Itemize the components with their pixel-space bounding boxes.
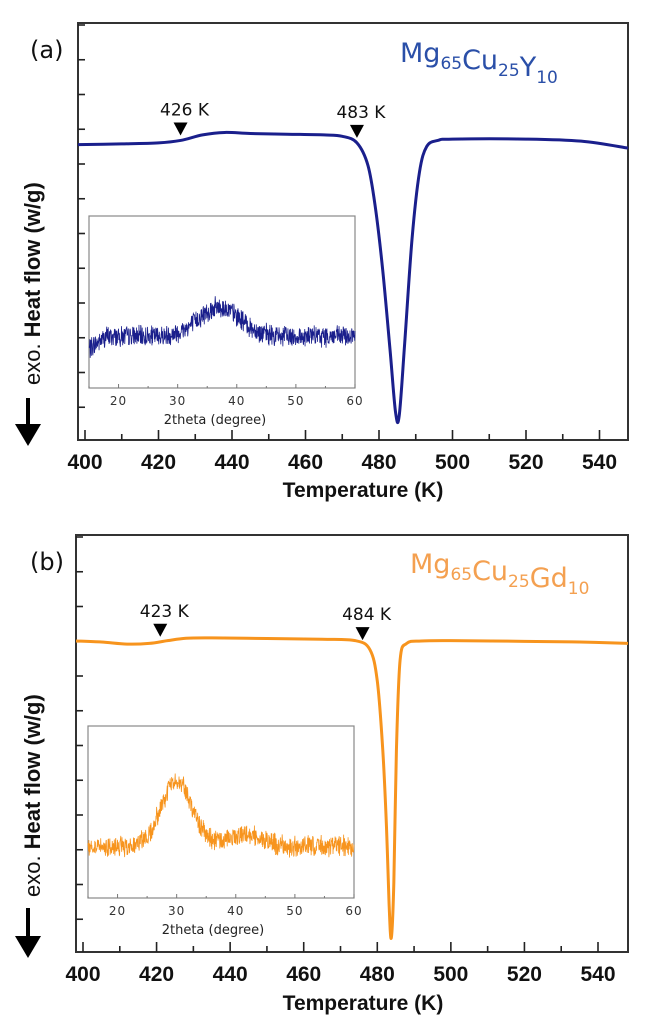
x-tick-label: 520 [508, 451, 543, 474]
element-symbol: Y [519, 52, 537, 83]
y-ticks [76, 536, 83, 921]
x-axis-label: Temperature (K) [283, 992, 444, 1015]
y-axis-label: exo. Heat flow (w/g) [20, 182, 45, 385]
subscript: 25 [498, 61, 520, 81]
down-triangle-marker-icon [355, 627, 370, 641]
subscript: 25 [508, 572, 530, 592]
transition-temperature-label: 423 K [140, 602, 190, 622]
transition-temperature-label: 484 K [342, 605, 392, 625]
plot-frame [77, 22, 629, 441]
inset-x-tick-label: 40 [228, 394, 245, 408]
subscript: 65 [450, 565, 472, 585]
annotations: 423 K 484 K [140, 602, 392, 641]
transition-temperature-label: 426 K [160, 100, 210, 120]
subscript: 10 [568, 579, 590, 599]
x-tick-label: 400 [65, 963, 100, 986]
x-ticks [82, 942, 599, 952]
inset-x-tick-label: 60 [345, 904, 362, 918]
dsc-curve [77, 130, 629, 425]
inset-x-tick-label: 50 [287, 394, 304, 408]
panel-a: (a) 400 420 440 460 480 500 520 540 Temperature… [15, 22, 629, 502]
inset-x-tick-label: 30 [169, 394, 186, 408]
inset-x-tick-label: 20 [109, 904, 126, 918]
x-tick-label: 440 [214, 451, 249, 474]
svg-text:exo.Heat flow (w/g): exo. Heat flow (w/g) [20, 182, 45, 385]
inset-frame [88, 215, 356, 389]
element-symbol: Mg [400, 38, 440, 69]
inset-x-tick-label: 50 [286, 904, 303, 918]
inset-x-tick-labels: 20 30 40 50 60 [109, 904, 362, 918]
subscript: 65 [440, 54, 462, 74]
inset-x-ticks [88, 384, 356, 388]
element-symbol: Gd [530, 563, 568, 594]
element-symbol: Mg [410, 549, 450, 580]
inset-x-tick-labels: 20 30 40 50 60 [110, 394, 363, 408]
xrd-curve [87, 773, 355, 858]
down-triangle-marker-icon [349, 124, 364, 138]
y-axis-label-prefix: exo. [20, 343, 45, 385]
y-axis-label-main: Heat flow (w/g) [20, 182, 45, 337]
x-tick-label: 460 [288, 451, 323, 474]
x-tick-label: 400 [67, 451, 102, 474]
exo-down-arrow-icon [15, 908, 41, 958]
y-axis-label-prefix: exo. [20, 855, 45, 897]
x-tick-label: 540 [580, 963, 615, 986]
y-axis-label: exo. Heat flow (w/g) [20, 694, 45, 897]
annotations: 426 K 483 K [160, 100, 386, 138]
dsc-curve [75, 636, 629, 940]
panel-label: (a) [30, 36, 63, 64]
inset-x-tick-label: 60 [346, 394, 363, 408]
x-ticks [84, 430, 601, 440]
inset-x-tick-label: 20 [110, 394, 127, 408]
y-axis-label-main: Heat flow (w/g) [20, 694, 45, 849]
transition-temperature-label: 483 K [336, 103, 386, 123]
x-tick-label: 440 [213, 963, 248, 986]
element-symbol: Cu [462, 45, 498, 76]
plot-frame [75, 534, 629, 953]
xrd-curve [88, 296, 356, 358]
composition-label: Mg65Cu25Y10 [400, 38, 558, 88]
y-ticks [78, 24, 85, 409]
x-tick-label: 420 [141, 451, 176, 474]
x-axis-label: Temperature (K) [283, 479, 444, 502]
x-tick-label: 420 [139, 963, 174, 986]
inset-x-tick-label: 40 [227, 904, 244, 918]
x-tick-label: 500 [435, 451, 470, 474]
composition-label: Mg65Cu25Gd10 [410, 549, 589, 599]
down-triangle-marker-icon [153, 623, 168, 637]
x-tick-label: 520 [507, 963, 542, 986]
x-tick-labels: 400 420 440 460 480 500 520 540 [67, 451, 617, 474]
panel-b: (b) 400 420 440 460 480 500 520 540 Temperature… [15, 534, 629, 1015]
inset-x-axis-label: 2theta (degree) [162, 923, 265, 938]
x-tick-label: 540 [582, 451, 617, 474]
inset-x-ticks [87, 894, 355, 898]
x-tick-label: 480 [361, 451, 396, 474]
x-tick-label: 480 [360, 963, 395, 986]
svg-text:exo.Heat flow (w/g): exo. Heat flow (w/g) [20, 694, 45, 897]
inset-frame [87, 725, 355, 899]
panel-label: (b) [30, 548, 64, 576]
down-triangle-marker-icon [173, 122, 188, 136]
xrd-inset: 20 30 40 50 60 2theta (degree) [87, 725, 362, 938]
xrd-inset: 20 30 40 50 60 2theta (degree) [88, 215, 363, 428]
element-symbol: Cu [472, 556, 508, 587]
inset-x-tick-label: 30 [168, 904, 185, 918]
x-tick-label: 500 [433, 963, 468, 986]
x-tick-label: 460 [286, 963, 321, 986]
inset-x-axis-label: 2theta (degree) [164, 413, 267, 428]
exo-down-arrow-icon [15, 398, 41, 446]
subscript: 10 [536, 68, 558, 88]
x-tick-labels: 400 420 440 460 480 500 520 540 [65, 963, 615, 986]
